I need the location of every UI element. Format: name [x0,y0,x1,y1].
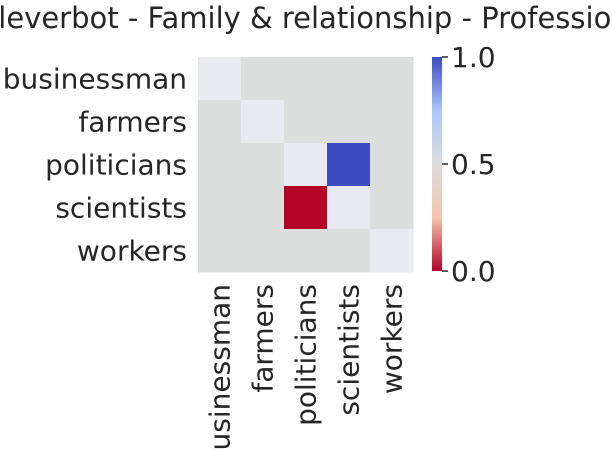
y-tick-label: scientists [55,192,187,225]
heatmap-cell [241,229,285,273]
x-tick-label: businessman [204,284,237,452]
colorbar: 0.0 0.5 1.0 [432,41,496,288]
chart-title: cleverbot - Family & relationship - Prof… [0,1,612,35]
heatmap-cell [241,57,285,101]
x-tick-label: scientists [333,284,366,416]
heatmap-cell [370,229,414,273]
heatmap-cells [198,57,414,273]
heatmap-cell [327,229,371,273]
x-tick-labels: businessman farmers politicians scientists w… [204,284,409,452]
colorbar-tick-label: 0.0 [451,255,496,288]
heatmap-cell [241,143,285,187]
heatmap-cell [198,186,242,230]
heatmap-cell [284,143,328,187]
colorbar-gradient [432,57,442,271]
heatmap-cell [284,186,328,230]
heatmap-cell [241,100,285,144]
y-tick-label: politicians [45,149,187,182]
x-tick-label: politicians [290,284,323,426]
heatmap-cell [327,186,371,230]
y-tick-label: farmers [78,106,187,139]
x-tick-label: farmers [247,284,280,393]
heatmap-cell [198,100,242,144]
heatmap-cell [370,57,414,101]
heatmap-cell [327,100,371,144]
heatmap-cell [284,229,328,273]
heatmap-cell [327,57,371,101]
heatmap-cell [327,143,371,187]
heatmap-cell [284,57,328,101]
heatmap-cell [370,143,414,187]
heatmap-cell [370,100,414,144]
y-tick-label: businessman [3,63,187,96]
x-tick-label: workers [376,284,409,394]
colorbar-tick-label: 1.0 [451,41,496,74]
heatmap-cell [370,186,414,230]
colorbar-tick-label: 0.5 [451,148,496,181]
y-tick-labels: businessman farmers politicians scientists w… [3,63,187,268]
heatmap-cell [241,186,285,230]
heatmap-cell [284,100,328,144]
heatmap-cell [198,143,242,187]
heatmap-cell [198,57,242,101]
y-tick-label: workers [77,235,187,268]
heatmap-cell [198,229,242,273]
